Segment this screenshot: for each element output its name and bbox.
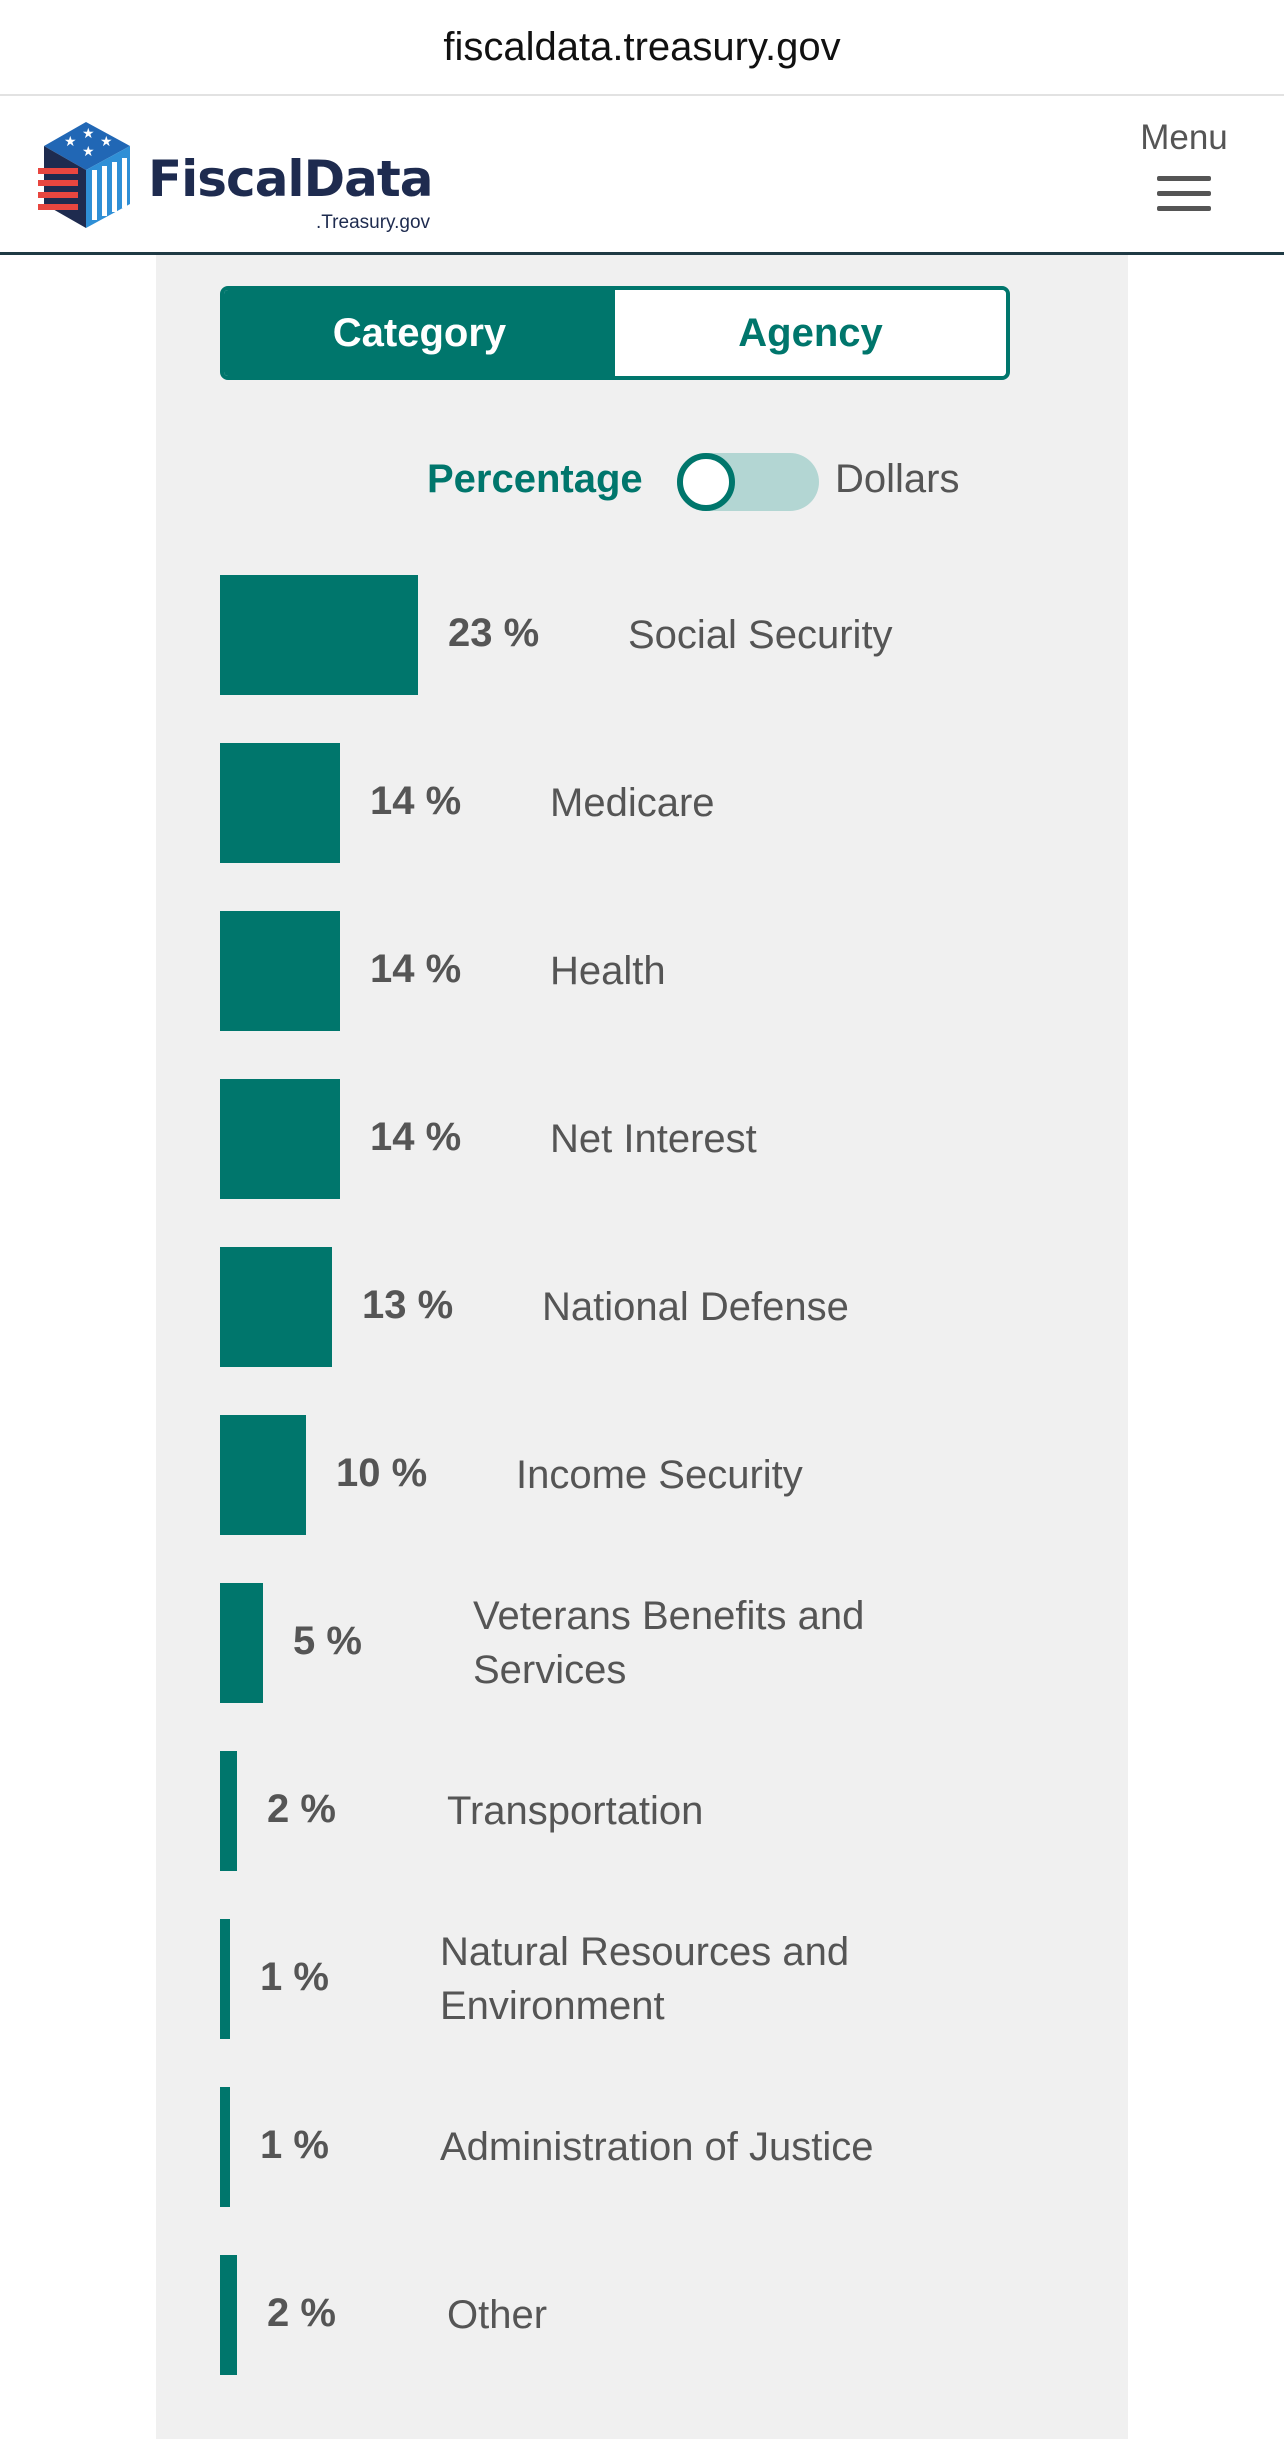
menu-button[interactable]: Menu [1124,116,1244,226]
bar-category-label: Net Interest [550,1117,757,1161]
percentage-dollars-toggle[interactable] [677,453,819,511]
toggle-knob [677,453,735,511]
bar-category-label: Social Security [628,613,893,657]
bar-row: 5 % Veterans Benefits and Services [220,1583,1080,1751]
bar-row: 1 % Administration of Justice [220,2087,1080,2255]
bar[interactable] [220,1247,332,1367]
bar-value-label: 13 % [362,1283,454,1327]
percentage-label[interactable]: Percentage [427,457,643,501]
logo-wordmark: FiscalData [148,150,433,208]
bar[interactable] [220,1751,237,1871]
svg-text:★: ★ [82,125,95,141]
bar-category-label: Veterans Benefits and Services [473,1594,865,1692]
site-header: ★ ★ ★ ★ FiscalData .Treasury.gov Menu [0,96,1284,255]
bar[interactable] [220,2087,230,2207]
bar-value-label: 2 % [267,1787,336,1831]
spending-chart-panel: Category Agency Percentage Dollars 23 % S… [156,255,1128,2439]
bar[interactable] [220,743,340,863]
bar-row: 14 % Medicare [220,743,1080,911]
dollars-label[interactable]: Dollars [835,457,960,501]
bar-value-label: 23 % [448,611,540,655]
bar-category-label: Health [550,949,666,993]
bar[interactable] [220,575,418,695]
bar-row: 2 % Other [220,2255,1080,2423]
bar[interactable] [220,1919,230,2039]
bar-row: 14 % Health [220,911,1080,1079]
bar-value-label: 14 % [370,947,462,991]
bar-category-label: Other [447,2293,548,2337]
svg-text:★: ★ [64,133,77,149]
bar-value-label: 14 % [370,1115,462,1159]
bar-row: 1 % Natural Resources and Environment [220,1919,1080,2087]
bar-category-label: Administration of Justice [440,2125,874,2169]
bar-value-label: 10 % [336,1451,428,1495]
fiscaldata-logo[interactable]: ★ ★ ★ ★ FiscalData .Treasury.gov [34,116,454,236]
view-switcher: Category Agency [220,286,1010,380]
bar-row: 14 % Net Interest [220,1079,1080,1247]
bar-value-label: 5 % [293,1619,362,1663]
bar-value-label: 1 % [260,1955,329,1999]
hamburger-icon [1157,176,1211,211]
tab-agency[interactable]: Agency [615,290,1006,376]
unit-toggle-row: Percentage Dollars [156,447,1128,517]
bar[interactable] [220,1415,306,1535]
bar-category-label: Medicare [550,781,715,825]
svg-text:★: ★ [82,143,95,159]
bar-value-label: 2 % [267,2291,336,2335]
url-text: fiscaldata.treasury.gov [443,24,841,69]
bar-value-label: 14 % [370,779,462,823]
bar-category-label: Natural Resources and Environment [440,1930,850,2028]
bar-value-label: 1 % [260,2123,329,2167]
bar[interactable] [220,911,340,1031]
fiscaldata-logo-icon: ★ ★ ★ ★ [38,122,130,228]
bar-row: 23 % Social Security [220,575,1080,743]
logo-domain: .Treasury.gov [316,212,431,233]
svg-text:★: ★ [100,133,113,149]
menu-label: Menu [1140,118,1228,157]
tab-category[interactable]: Category [224,290,615,376]
bar-row: 10 % Income Security [220,1415,1080,1583]
bar-category-label: National Defense [542,1285,849,1329]
bar-row: 13 % National Defense [220,1247,1080,1415]
bar[interactable] [220,2255,237,2375]
bar-category-label: Transportation [447,1789,704,1833]
bar-category-label: Income Security [516,1453,803,1497]
bar[interactable] [220,1583,263,1703]
category-bar-chart: 23 % Social Security 14 % Medicare 14 % Healt… [220,575,1080,2423]
browser-url-bar[interactable]: fiscaldata.treasury.gov [0,0,1284,96]
bar-row: 2 % Transportation [220,1751,1080,1919]
bar[interactable] [220,1079,340,1199]
